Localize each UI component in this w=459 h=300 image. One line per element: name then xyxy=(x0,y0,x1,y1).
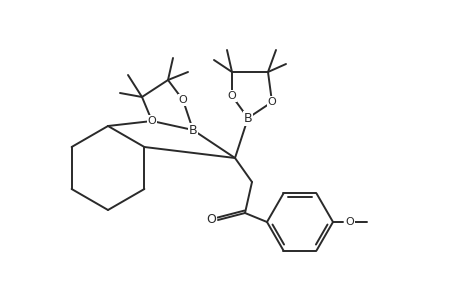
Text: B: B xyxy=(188,124,197,136)
Text: O: O xyxy=(267,97,276,107)
Text: O: O xyxy=(147,116,156,126)
Text: O: O xyxy=(227,91,236,101)
Text: O: O xyxy=(206,214,215,226)
Text: O: O xyxy=(178,95,187,105)
Text: O: O xyxy=(345,217,353,227)
Text: B: B xyxy=(243,112,252,124)
